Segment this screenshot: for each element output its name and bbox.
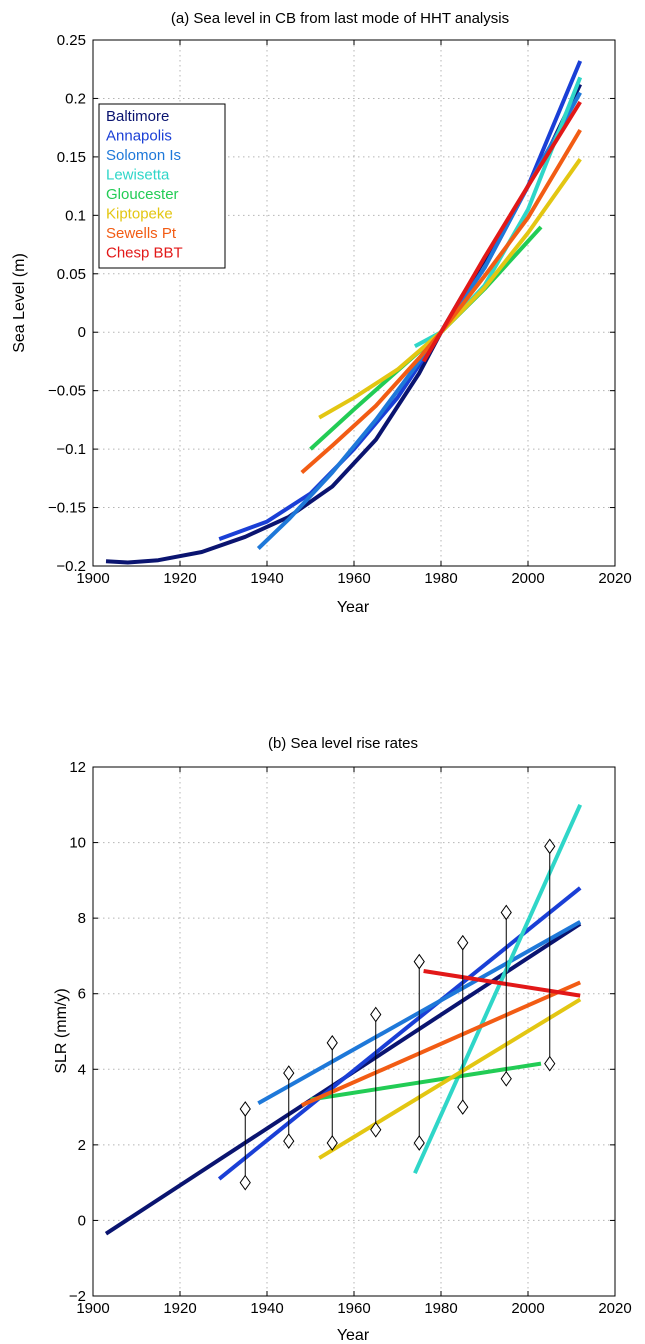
x-tick-label: 2020 (598, 1300, 631, 1317)
series-line-solomon-is (256, 91, 582, 550)
diamond-marker (457, 934, 469, 951)
series-line-lewisetta (413, 803, 583, 1175)
x-tick-label: 1980 (424, 570, 457, 587)
y-tick-label: −2 (69, 1288, 86, 1305)
series-line-chesp-bbt (421, 100, 582, 363)
x-tick-label: 1980 (424, 1300, 457, 1317)
diamond-marker (326, 1034, 338, 1051)
range-markers (239, 838, 556, 1191)
legend-entry: Lewisetta (106, 167, 170, 184)
diamond-marker (413, 1135, 425, 1151)
y-tick-label: 12 (69, 759, 86, 776)
series-line-kiptopeke (318, 997, 582, 1160)
y-axis-label: Sea Level (m) (11, 253, 28, 353)
plot-area (92, 766, 616, 1297)
legend-entry: Baltimore (106, 108, 169, 125)
tick-labels: 1900 1920 1940 1960 1980 2000 2020 −0.2 −0.15 −0.… (48, 32, 632, 587)
y-tick-label: 0 (78, 1212, 86, 1229)
x-tick-label: 1960 (337, 570, 370, 587)
legend-box (98, 103, 226, 269)
series-line-gloucester (310, 1061, 542, 1102)
panel-b: (b) Sea level rise rates 1900 1920 1940 196… (53, 735, 632, 1344)
x-tick-label: 1920 (163, 1300, 196, 1317)
grid-lines (93, 767, 615, 1296)
diamond-marker (413, 953, 425, 970)
diamond-marker (500, 904, 512, 921)
y-tick-label: 4 (78, 1061, 86, 1078)
legend-entry: Gloucester (106, 186, 179, 203)
series-line-sewells-pt (300, 980, 582, 1108)
y-tick-label: 0 (78, 324, 86, 341)
series-lines (104, 803, 583, 1236)
x-tick-label: 2020 (598, 570, 631, 587)
legend-entry: Chesp BBT (106, 245, 183, 262)
legend-entry: Solomon Is (106, 147, 181, 164)
y-tick-label: −0.05 (48, 383, 86, 400)
x-tick-label: 1960 (337, 1300, 370, 1317)
legend-entry: Annapolis (106, 128, 172, 145)
x-tick-label: 1940 (250, 570, 283, 587)
x-tick-label: 2000 (511, 570, 544, 587)
legend: Baltimore Annapolis Solomon Is Lewisetta Glo… (98, 103, 226, 269)
panel-a: (a) Sea level in CB from last mode of HH… (11, 10, 632, 616)
y-tick-label: −0.2 (56, 558, 86, 575)
diamond-marker (457, 1099, 469, 1115)
diamond-marker (370, 1006, 382, 1023)
y-tick-label: 0.1 (65, 207, 86, 224)
y-tick-label: 0.05 (57, 266, 86, 283)
chart-title: (a) Sea level in CB from last mode of HH… (171, 10, 509, 27)
y-tick-label: 6 (78, 986, 86, 1003)
y-tick-label: 0.2 (65, 90, 86, 107)
y-tick-label: 0.15 (57, 149, 86, 166)
x-tick-label: 1940 (250, 1300, 283, 1317)
diamond-marker (544, 1055, 556, 1072)
diamond-marker (239, 1174, 251, 1191)
series-line-annapolis (218, 60, 583, 541)
diamond-marker (500, 1070, 512, 1087)
y-tick-label: 0.25 (57, 32, 86, 49)
x-axis-label: Year (337, 1327, 370, 1344)
series-lines (105, 60, 583, 565)
diamond-marker (370, 1121, 382, 1138)
series-line-sewells-pt (300, 128, 582, 474)
series-line-chesp-bbt (423, 969, 581, 998)
x-tick-label: 1900 (76, 570, 109, 587)
x-tick-label: 1900 (76, 1300, 109, 1317)
y-tick-label: 10 (69, 835, 86, 852)
y-tick-label: −0.1 (56, 441, 86, 458)
y-axis-label: SLR (mm/y) (53, 988, 70, 1073)
x-axis-label: Year (337, 599, 370, 616)
diamond-marker (283, 1133, 295, 1149)
x-tick-label: 2000 (511, 1300, 544, 1317)
y-tick-label: 8 (78, 910, 86, 927)
diamond-marker (326, 1135, 338, 1151)
y-tick-label: 2 (78, 1137, 86, 1154)
x-tick-label: 1920 (163, 570, 196, 587)
y-tick-label: −0.15 (48, 500, 86, 517)
chart-title: (b) Sea level rise rates (268, 735, 418, 752)
legend-entry: Sewells Pt (106, 225, 177, 242)
tick-labels: 1900 1920 1940 1960 1980 2000 2020 −2 0 2 4 6 8 10 12 (69, 759, 632, 1317)
legend-entry: Kiptopeke (106, 206, 173, 223)
diamond-marker (239, 1101, 251, 1117)
diamond-marker (283, 1065, 295, 1081)
diamond-marker (544, 838, 556, 855)
